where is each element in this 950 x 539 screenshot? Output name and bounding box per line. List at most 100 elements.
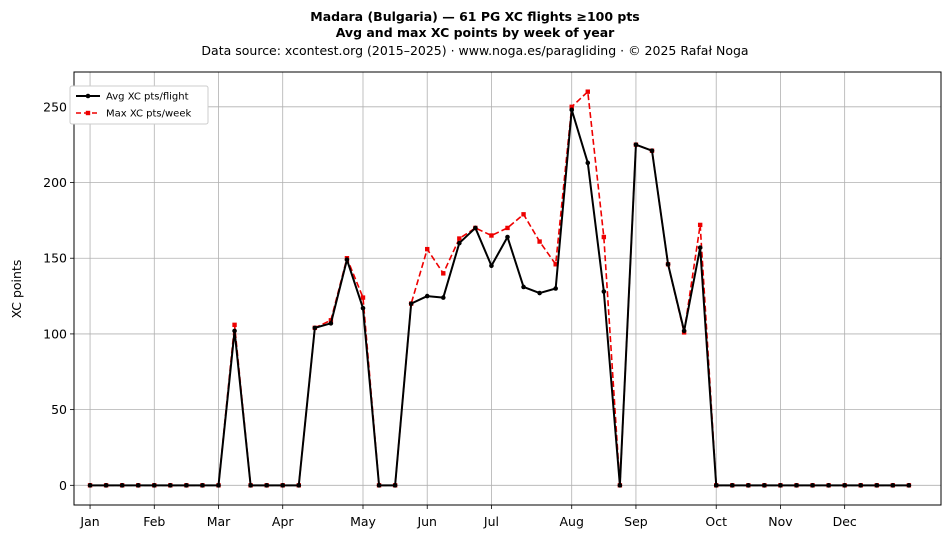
legend: Avg XC pts/flight Max XC pts/week: [69, 85, 209, 125]
avg-point: [232, 328, 237, 334]
avg-point: [890, 483, 896, 488]
avg-point: [697, 245, 703, 250]
x-tick-label: Mar: [207, 514, 231, 529]
max-point: [601, 234, 607, 240]
grid: [74, 72, 941, 505]
max-point: [457, 236, 462, 241]
x-tick-label: Apr: [272, 514, 294, 529]
avg-point: [906, 483, 912, 488]
avg-point: [537, 290, 542, 296]
avg-point: [505, 234, 510, 240]
avg-point: [344, 257, 350, 263]
avg-point: [617, 483, 623, 488]
x-tick-label: May: [350, 514, 376, 529]
x-tick-label: Feb: [143, 514, 165, 529]
avg-point: [392, 483, 398, 488]
max-point: [425, 246, 430, 252]
x-tick-label: Aug: [560, 514, 584, 529]
y-tick-label: 200: [43, 175, 67, 190]
avg-line: [90, 108, 909, 487]
avg-point: [810, 483, 815, 488]
avg-point: [553, 286, 558, 291]
plot-area: [73, 71, 942, 506]
legend-box: [69, 85, 209, 125]
series-max: [87, 89, 912, 488]
series-avg: [87, 107, 912, 488]
avg-point: [681, 328, 687, 334]
y-tick-label: 250: [43, 99, 67, 114]
avg-point: [521, 284, 526, 290]
ticks: 0 50 100 150 200 250 Jan Feb Mar Apr May Jun Jul Aug S…: [43, 99, 857, 529]
legend-marker-avg: [85, 93, 91, 99]
chart-subtitle: Avg and max XC points by week of year: [336, 25, 615, 40]
avg-point: [633, 142, 639, 147]
x-tick-label: Oct: [705, 514, 727, 529]
avg-point: [585, 160, 591, 166]
avg-point: [151, 483, 157, 488]
series-layer: [87, 89, 912, 488]
avg-point: [103, 483, 109, 488]
max-point: [697, 222, 703, 228]
avg-point: [473, 225, 478, 231]
avg-point: [858, 483, 864, 488]
y-tick-label: 100: [43, 326, 67, 341]
max-point: [537, 239, 542, 244]
avg-point: [569, 107, 575, 113]
x-tick-label: Jul: [483, 514, 499, 529]
y-tick-label: 150: [43, 251, 67, 266]
avg-point: [248, 483, 253, 488]
avg-point: [360, 305, 366, 311]
avg-point: [440, 295, 446, 300]
avg-point: [874, 483, 880, 488]
y-axis-label: XC points: [9, 260, 24, 319]
max-point: [232, 322, 237, 328]
avg-point: [200, 483, 205, 488]
avg-point: [826, 483, 831, 488]
chart-source-line: Data source: xcontest.org (2015–2025) · …: [201, 43, 748, 58]
legend-label-avg: Avg XC pts/flight: [106, 92, 189, 103]
avg-point: [296, 483, 302, 488]
avg-point: [328, 321, 334, 326]
x-tick-label: Nov: [768, 514, 793, 529]
avg-point: [746, 483, 751, 488]
y-tick-label: 0: [59, 478, 67, 493]
avg-point: [794, 483, 799, 488]
avg-point: [842, 483, 847, 488]
avg-point: [376, 483, 382, 488]
avg-point: [778, 483, 783, 488]
avg-point: [119, 483, 125, 488]
legend-label-max: Max XC pts/week: [106, 109, 191, 120]
avg-point: [424, 293, 430, 299]
avg-point: [601, 289, 607, 294]
max-point: [489, 233, 494, 238]
max-point: [585, 89, 590, 94]
avg-point: [216, 483, 221, 488]
avg-point: [87, 483, 93, 488]
avg-point: [184, 483, 189, 488]
x-tick-label: Dec: [833, 514, 857, 529]
avg-point: [408, 301, 414, 306]
avg-point: [762, 483, 767, 488]
x-tick-label: Sep: [624, 514, 648, 529]
avg-point: [280, 483, 286, 488]
avg-point: [713, 483, 719, 488]
y-tick-label: 50: [51, 402, 67, 417]
avg-point: [457, 240, 462, 246]
avg-point: [168, 483, 173, 488]
avg-point: [135, 483, 141, 488]
max-point: [505, 225, 510, 231]
avg-point: [264, 483, 269, 488]
max-point: [569, 104, 574, 110]
avg-point: [489, 263, 494, 269]
x-tick-label: Jun: [416, 514, 437, 529]
max-line: [90, 90, 909, 487]
avg-point: [649, 148, 655, 154]
max-point: [553, 262, 558, 267]
legend-marker-max: [85, 110, 91, 116]
max-point: [441, 271, 446, 276]
x-tick-label: Jan: [79, 514, 99, 529]
avg-point: [312, 325, 318, 331]
avg-point: [665, 261, 671, 267]
chart-title: Madara (Bulgaria) — 61 PG XC flights ≥10…: [310, 9, 640, 24]
